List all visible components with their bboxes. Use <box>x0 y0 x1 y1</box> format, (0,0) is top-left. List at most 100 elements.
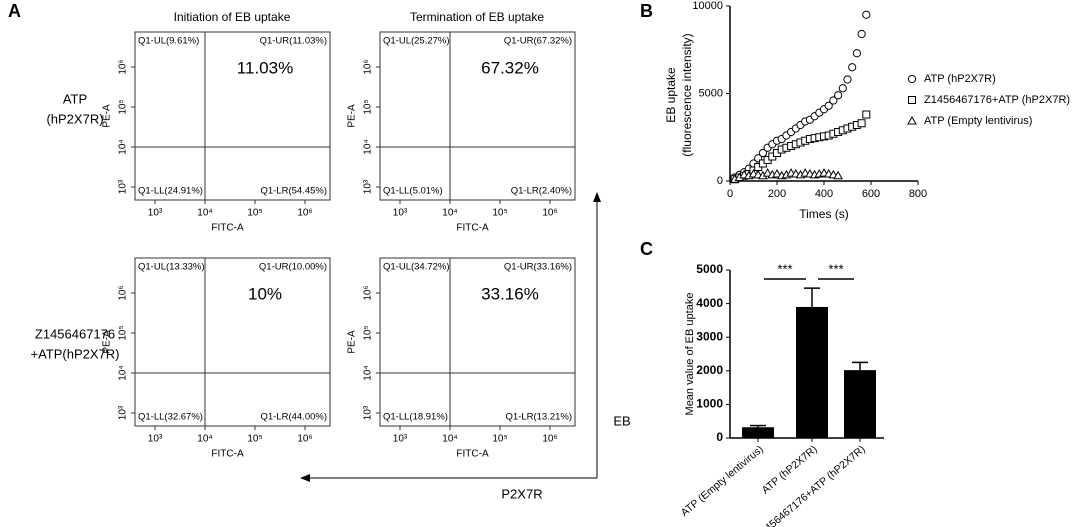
y-tick-label: 5000 <box>699 87 723 99</box>
x-tick-label: 10⁵ <box>247 434 262 445</box>
y-tick-label: 3000 <box>696 329 723 343</box>
row-label: Z1456467176 <box>35 326 115 341</box>
y-tick-label: 4000 <box>696 296 723 310</box>
data-point <box>834 91 843 100</box>
data-point <box>857 29 866 39</box>
y-axis-label: PE-A <box>347 330 358 354</box>
y-tick-label: 10⁴ <box>363 139 374 154</box>
x-tick-label: 600 <box>862 188 880 200</box>
x-tick-label: ATP (Empty lentivirus) <box>679 443 766 519</box>
arrow-label: EB <box>613 413 630 428</box>
y-tick-label: 10⁶ <box>118 285 129 300</box>
y-axis-label: PE-A <box>347 104 358 128</box>
bar <box>844 370 876 438</box>
y-tick-label: 0 <box>717 175 723 187</box>
legend-label: Z1456467176+ATP (hP2X7R) <box>924 94 1070 106</box>
x-tick-label: 10⁶ <box>542 208 557 219</box>
quadrant-label: Q1-LR(2.40%) <box>511 186 572 197</box>
quadrant-label: Q1-UL(34.72%) <box>383 262 450 273</box>
y-axis-label: Mean value of EB uptake <box>684 293 696 416</box>
column-title: Termination of EB uptake <box>410 10 544 24</box>
x-tick-label: 10⁶ <box>297 434 312 445</box>
data-point <box>862 110 871 119</box>
y-tick-label: 10³ <box>363 179 374 194</box>
y-tick-label: 10⁵ <box>363 325 374 340</box>
y-tick-label: 10⁵ <box>363 99 374 114</box>
x-axis-label: FITC-A <box>211 449 244 460</box>
y-tick-label: 10⁵ <box>118 99 129 114</box>
quadrant-label: Q1-UR(10.00%) <box>259 262 327 273</box>
x-tick-label: 0 <box>727 188 733 200</box>
x-tick-label: 10³ <box>148 434 163 445</box>
quadrant-label: Q1-UR(67.32%) <box>504 36 572 47</box>
y-tick-label: 10³ <box>118 405 129 420</box>
quadrant-percent: 11.03% <box>237 58 293 77</box>
x-axis-label: FITC-A <box>211 223 244 234</box>
plot-frame <box>379 31 576 201</box>
bar <box>742 427 774 438</box>
y-tick-label: 10⁵ <box>118 325 129 340</box>
x-tick-label: 10⁶ <box>297 208 312 219</box>
quadrant-label: Q1-LL(32.67%) <box>138 412 203 423</box>
x-tick-label: 10⁴ <box>442 208 457 219</box>
y-tick-label: 10⁴ <box>118 365 129 380</box>
y-axis-label: PE-A <box>102 330 113 354</box>
y-axis-label: EB uptake <box>664 67 678 123</box>
x-tick-label: 10⁴ <box>197 434 212 445</box>
data-point <box>758 148 768 158</box>
x-tick-label: 10⁵ <box>492 434 507 445</box>
x-tick-label: 10³ <box>393 208 408 219</box>
quadrant-label: Q1-UR(11.03%) <box>260 36 327 47</box>
data-point <box>833 170 843 180</box>
quadrant-label: Q1-LL(24.91%) <box>138 186 203 197</box>
arrow-head <box>593 192 601 202</box>
y-tick-label: 2000 <box>696 363 723 377</box>
x-tick-label: 10⁵ <box>492 208 507 219</box>
y-tick-label: 10⁴ <box>363 365 374 380</box>
arrow-head <box>300 474 310 482</box>
x-axis-label: FITC-A <box>456 223 489 234</box>
y-tick-label: 5000 <box>696 262 723 276</box>
significance-label: *** <box>777 261 792 276</box>
x-tick-label: 200 <box>768 188 786 200</box>
y-tick-label: 10³ <box>363 405 374 420</box>
quadrant-label: Q1-LR(44.00%) <box>260 412 327 423</box>
quadrant-label: Q1-UR(33.16%) <box>504 262 572 273</box>
arrow-label: P2X7R <box>501 486 542 501</box>
x-tick-label: 10³ <box>393 434 408 445</box>
quadrant-percent: 10% <box>248 284 282 303</box>
data-point <box>862 10 871 19</box>
x-tick-label: 800 <box>909 188 927 200</box>
data-point <box>772 168 782 178</box>
data-point <box>857 119 866 128</box>
x-tick-label: 10⁶ <box>542 434 557 445</box>
quadrant-label: Q1-LL(5.01%) <box>383 186 443 197</box>
column-title: Initiation of EB uptake <box>174 10 291 24</box>
legend-marker <box>907 74 917 84</box>
data-point <box>829 96 838 105</box>
row-label: ATP <box>63 91 87 106</box>
data-point <box>838 84 847 93</box>
legend-marker <box>908 96 916 104</box>
panel-label: A <box>8 1 21 21</box>
data-point <box>824 101 833 110</box>
y-tick-label: 10⁶ <box>118 59 129 74</box>
y-axis-label: (fluorescence intensity) <box>680 33 694 156</box>
x-tick-label: 10³ <box>148 208 163 219</box>
y-tick-label: 10⁶ <box>363 285 374 300</box>
row-label: (hP2X7R) <box>46 111 103 126</box>
y-tick-label: 10⁴ <box>118 139 129 154</box>
plot-frame <box>134 31 331 201</box>
panel-label: C <box>640 239 653 259</box>
data-point <box>762 168 773 177</box>
significance-label: *** <box>828 261 843 276</box>
x-axis-label: Times (s) <box>799 207 849 221</box>
quadrant-label: Q1-LR(13.21%) <box>505 412 572 423</box>
quadrant-label: Q1-LR(54.45%) <box>260 186 327 197</box>
x-tick-label: 10⁴ <box>442 434 457 445</box>
x-tick-label: 10⁴ <box>197 208 212 219</box>
data-point <box>852 49 862 58</box>
legend-label: ATP (Empty lentivirus) <box>924 115 1032 127</box>
y-tick-label: 1000 <box>696 397 723 411</box>
legend-marker <box>907 115 917 125</box>
